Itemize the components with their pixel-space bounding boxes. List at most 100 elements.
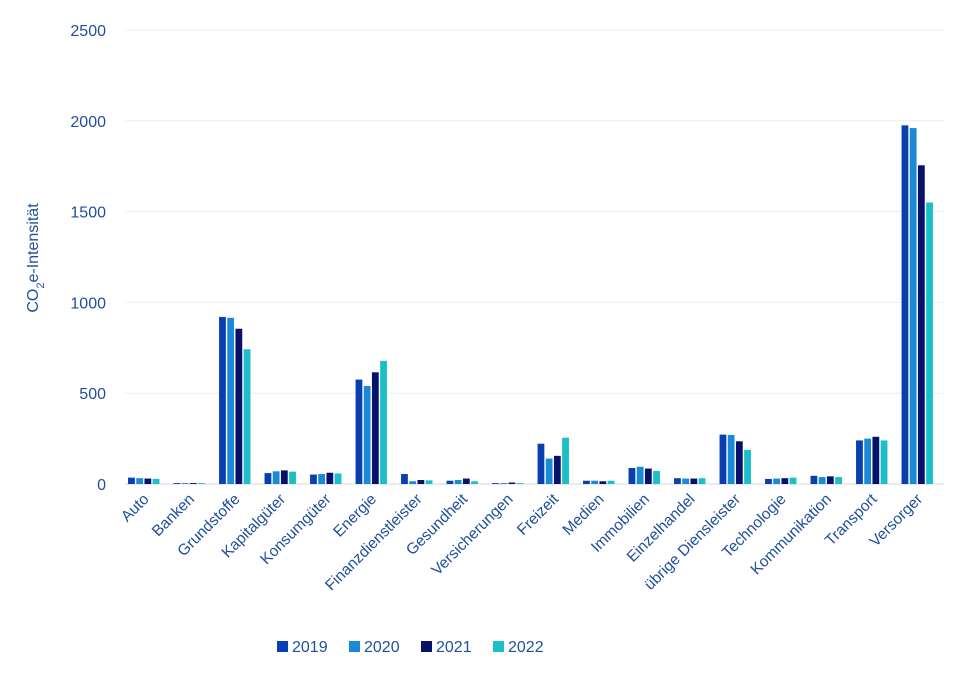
bar (326, 472, 334, 484)
bar (446, 480, 454, 484)
legend-swatch (421, 641, 432, 652)
legend-label: 2022 (508, 639, 544, 656)
bar (719, 434, 727, 484)
bar (553, 455, 561, 484)
bar (727, 434, 735, 484)
bar (516, 483, 524, 484)
bar (144, 478, 152, 484)
bar (380, 360, 387, 484)
bar (674, 478, 681, 484)
grid-lines (125, 29, 944, 485)
bar (682, 478, 690, 484)
bar (272, 471, 280, 484)
y-axis-title-main: CO (25, 289, 42, 313)
bar (909, 128, 917, 484)
bar (644, 468, 652, 484)
bar (856, 440, 863, 484)
legend: 2019 2020 2021 2022 (277, 639, 544, 656)
bar (334, 473, 342, 484)
bar (235, 328, 243, 484)
bar (599, 481, 607, 484)
bar (698, 478, 706, 484)
y-axis-title-rest: e-Intensität (25, 203, 42, 283)
legend-label: 2021 (436, 639, 472, 656)
bar (401, 474, 408, 484)
y-tick-label: 1000 (70, 295, 106, 312)
bar (636, 466, 644, 484)
bar (917, 165, 925, 485)
bar (417, 480, 425, 484)
bar (864, 438, 872, 484)
bar (425, 480, 433, 484)
bar (735, 441, 743, 484)
y-tick-label: 2500 (70, 23, 106, 40)
bar (818, 477, 826, 484)
y-tick-label: 2000 (70, 114, 106, 131)
bar (189, 483, 197, 484)
bar (454, 480, 462, 484)
bar (537, 443, 545, 484)
bar (181, 483, 189, 484)
bar (744, 449, 751, 484)
bar (136, 478, 144, 484)
bar (152, 478, 160, 484)
y-tick-label: 500 (79, 386, 106, 403)
y-axis-title-sub: 2 (35, 283, 47, 289)
y-tick-label: 1500 (70, 205, 106, 222)
bar (765, 478, 772, 484)
x-category-label: Versicherungen (428, 491, 516, 579)
bar (583, 480, 590, 484)
bars (128, 125, 933, 485)
bar (591, 480, 599, 484)
bar (826, 476, 834, 484)
bar (289, 471, 296, 484)
legend-swatch (349, 641, 360, 652)
bar (471, 481, 478, 484)
legend-swatch (493, 641, 504, 652)
bar (492, 483, 499, 484)
x-axis-labels: AutoBankenGrundstoffeKapitalgüterKonsumg… (118, 490, 926, 594)
bar (409, 481, 417, 484)
bar (355, 379, 363, 484)
bar (901, 125, 909, 484)
bar (462, 478, 470, 484)
bar (219, 316, 226, 484)
x-category-label: Kommunikation (748, 491, 836, 579)
bar (872, 436, 880, 484)
bar (880, 440, 888, 484)
bar (280, 470, 288, 484)
bar (371, 372, 379, 484)
y-tick-label: 0 (97, 477, 106, 494)
bar (198, 483, 205, 484)
bar (173, 483, 181, 484)
y-axis-title: CO2e-Intensität (25, 203, 47, 313)
bar (653, 470, 660, 484)
bar (128, 477, 135, 484)
bar (562, 437, 569, 484)
bar (926, 202, 933, 484)
bar (500, 483, 508, 484)
legend-label: 2019 (292, 639, 328, 656)
bar (545, 458, 553, 484)
bar (363, 385, 371, 484)
x-category-label: Freizeit (514, 490, 562, 538)
bar (810, 475, 818, 484)
bar (628, 468, 636, 484)
legend-swatch (277, 641, 288, 652)
legend-label: 2020 (364, 639, 400, 656)
bar (781, 478, 789, 484)
x-category-label: Auto (118, 491, 153, 526)
bar (318, 474, 326, 484)
y-axis-ticks: 0 500 1000 1500 2000 2500 (70, 23, 106, 494)
bar (773, 478, 781, 484)
bar (264, 473, 272, 484)
bar (607, 480, 615, 484)
bar (690, 478, 698, 484)
bar (835, 477, 842, 484)
bar (227, 317, 235, 484)
bar (508, 482, 516, 484)
bar (789, 477, 797, 484)
bar (310, 474, 317, 484)
bar (243, 349, 251, 484)
